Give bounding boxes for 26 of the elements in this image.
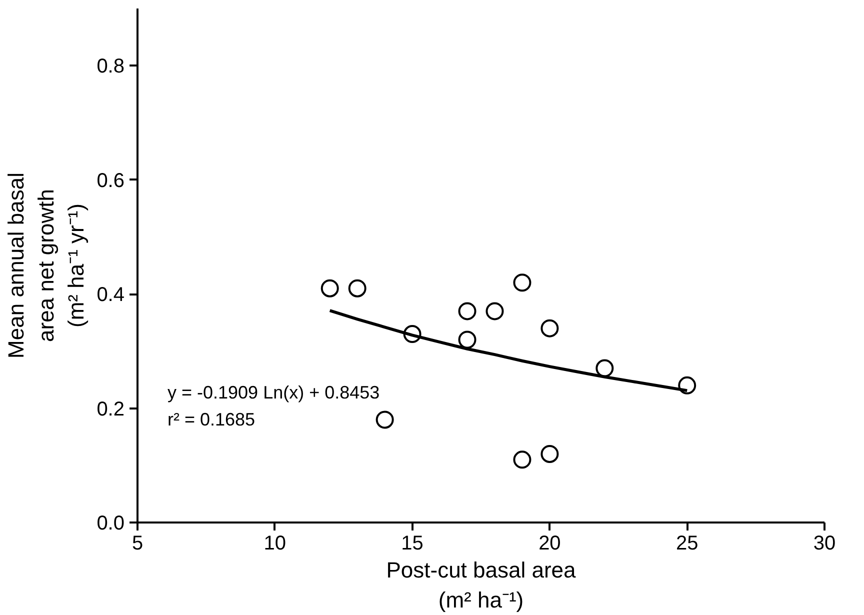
point [513,274,532,292]
point [320,279,339,298]
point [513,450,532,469]
y-tick-label: 0.2 [96,398,125,420]
y-tick-label: 0.0 [96,512,125,534]
y-tick-label: 0.4 [96,284,125,306]
x-tick-label: 20 [538,532,561,554]
point [348,279,366,298]
annotation: r² = 0.1685 [168,410,256,430]
point [486,302,504,320]
x-tick-label: 30 [813,532,836,554]
point [376,410,394,429]
point [540,319,559,338]
y-tick-label: 0.8 [96,56,125,78]
x-tick-label: 5 [132,532,144,554]
x-axis-title: Post-cut basal area (m² ha⁻¹) [386,558,577,612]
point [458,302,476,320]
point [458,330,476,349]
point [596,359,614,378]
y-tick-label: 0.6 [96,170,125,192]
annotation: y = -0.1909 Ln(x) + 0.8453 [168,382,380,402]
x-tick-label: 10 [264,532,286,554]
x-tick-label: 15 [401,532,424,554]
y-axis-title: Mean annual basal area net growth (m² ha⁻¹ yr⁻¹) [4,172,89,358]
point [540,444,559,463]
x-tick-label: 25 [676,532,698,554]
